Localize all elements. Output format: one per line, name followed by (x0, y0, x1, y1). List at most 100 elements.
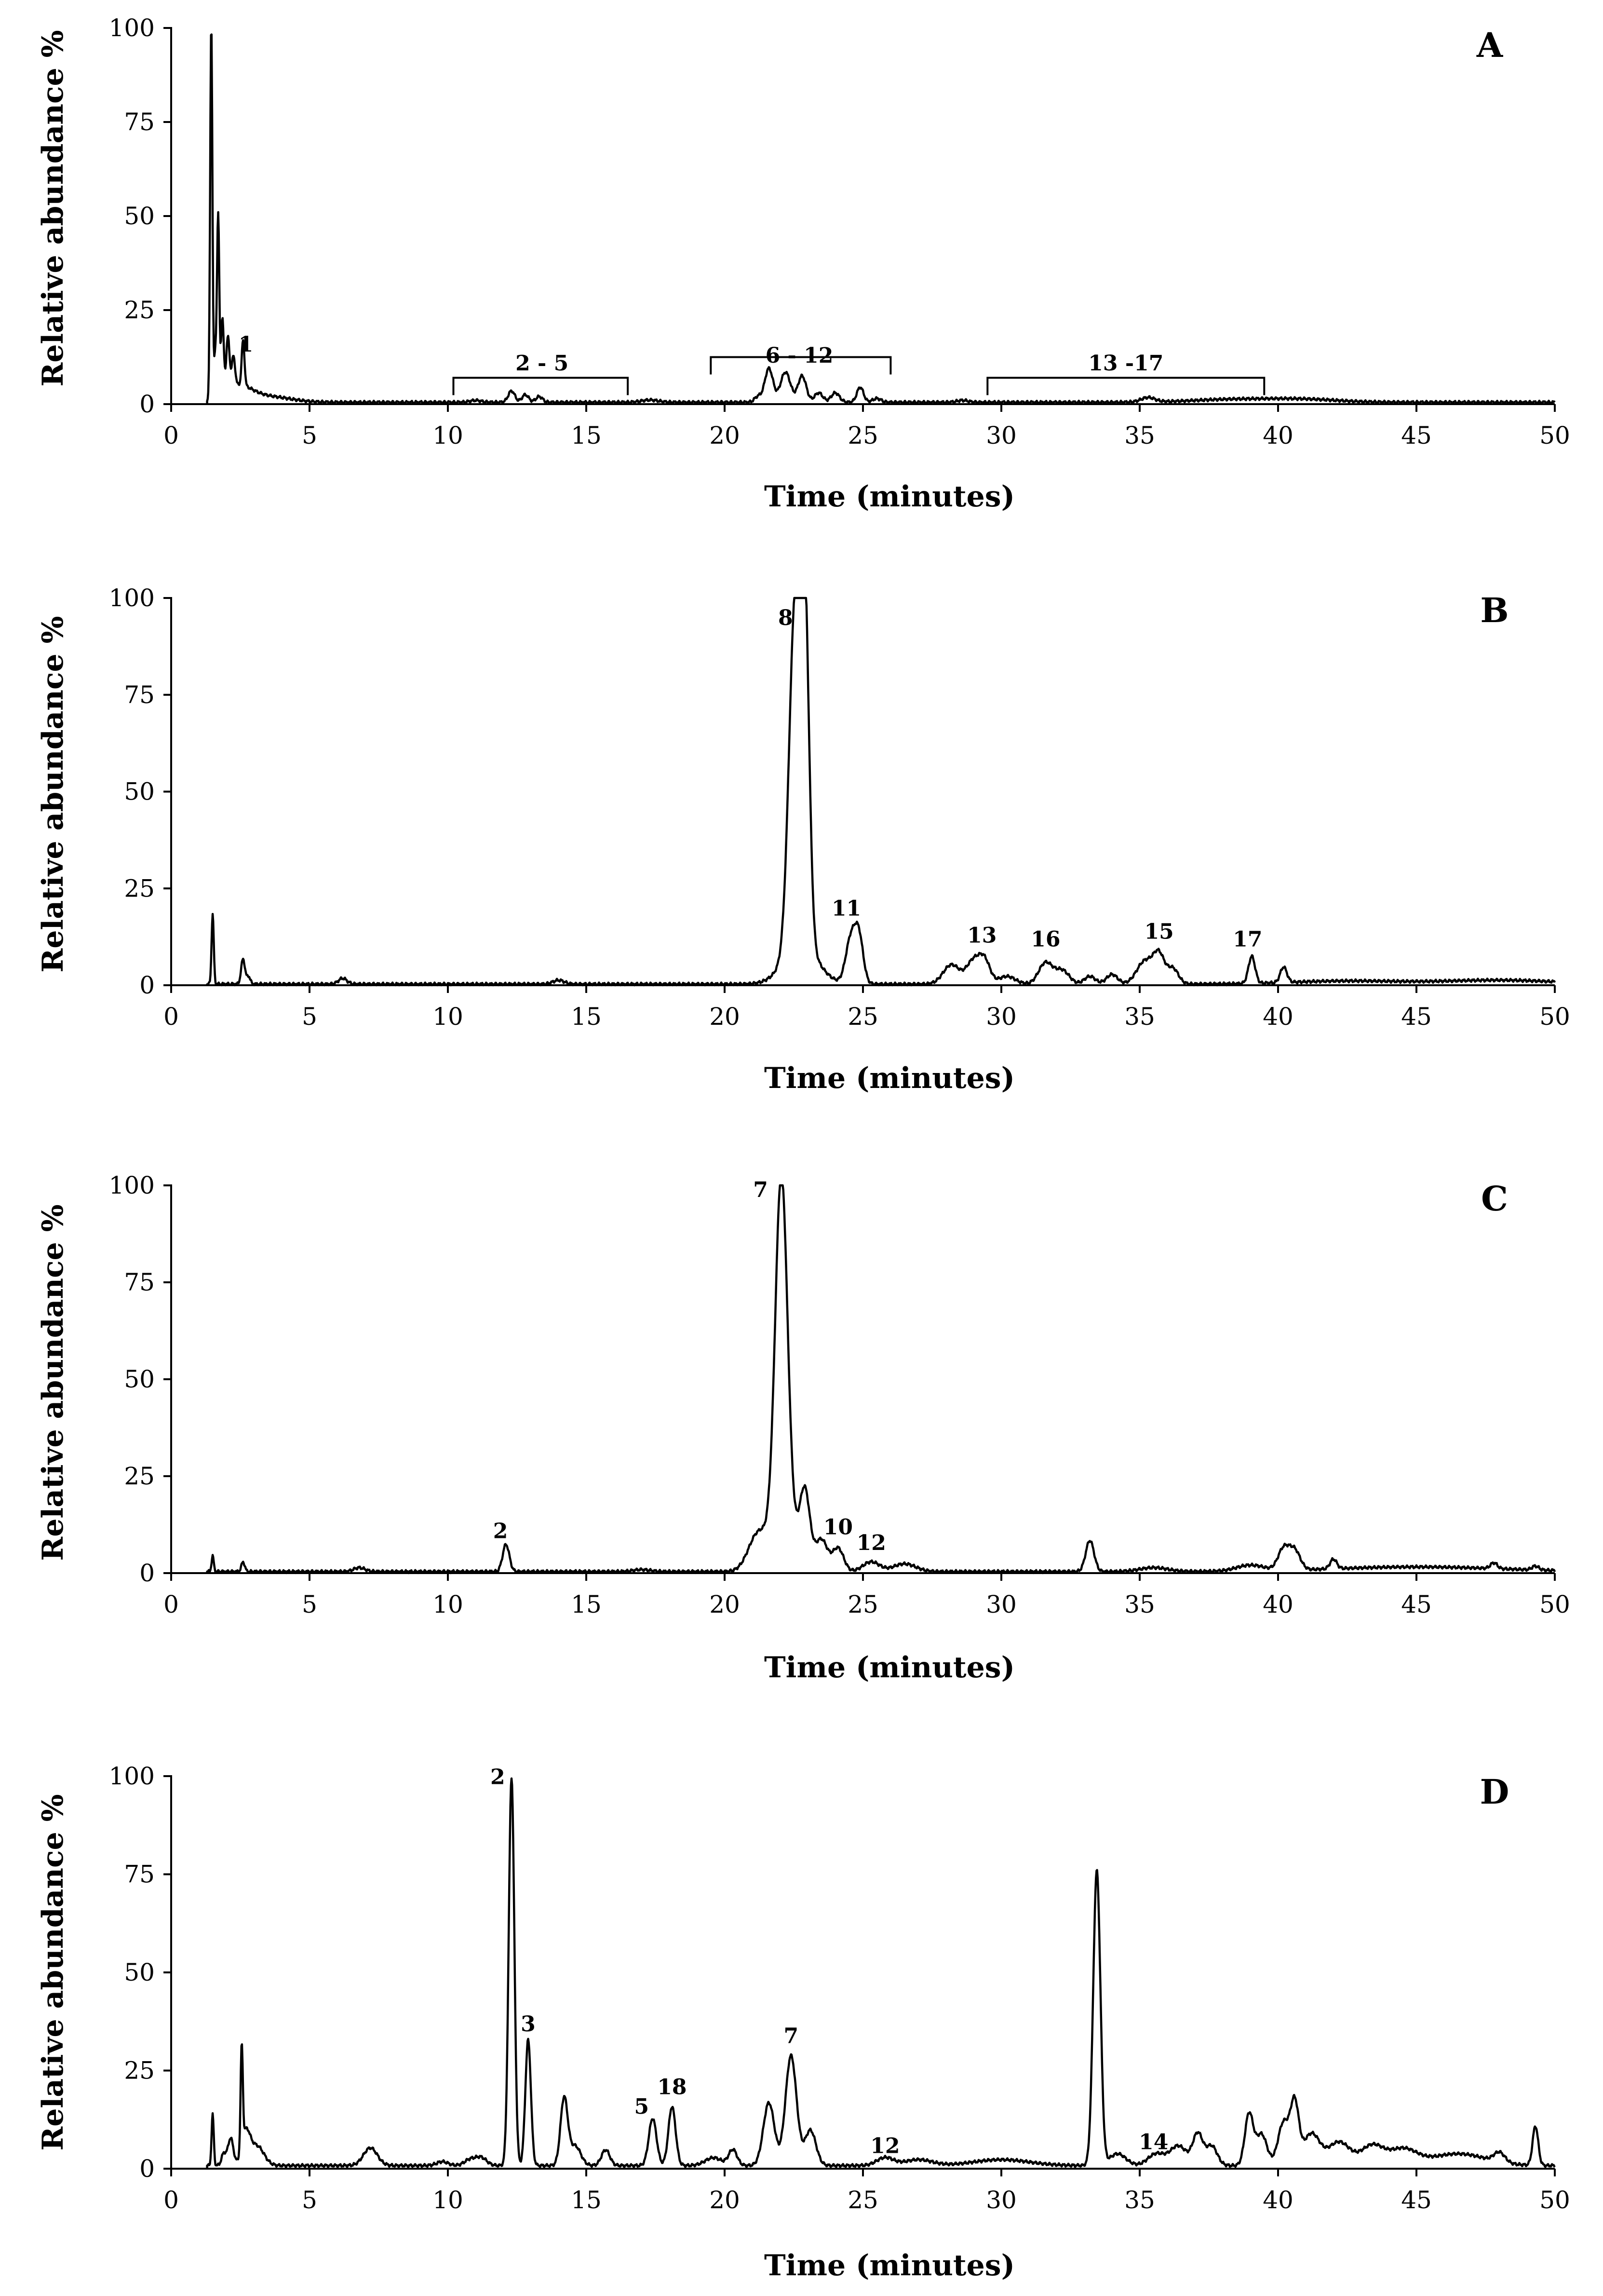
range-bracket (452, 377, 629, 395)
x-tick-label: 10 (432, 2186, 463, 2214)
x-tick-label: 40 (1263, 421, 1293, 449)
x-tick-label: 25 (848, 2186, 878, 2214)
x-tick-label: 35 (1124, 1590, 1155, 1618)
x-tick-label: 5 (302, 1590, 317, 1618)
x-tick-label: 40 (1263, 1003, 1293, 1031)
x-axis-label-a: Time (minutes) (764, 480, 1015, 514)
y-tick-label: 50 (124, 778, 155, 806)
annotations-d: 2 3 5 18 7 12 14 (490, 1765, 1168, 2158)
x-tick-label: 30 (986, 2186, 1017, 2214)
y-tick-label: 50 (124, 1365, 155, 1393)
y-axis-label-c: Relative abundance % (36, 1204, 70, 1561)
x-axis-label-c: Time (minutes) (764, 1651, 1015, 1685)
y-tick-label: 75 (124, 681, 155, 709)
y-tick-label: 25 (124, 296, 155, 324)
x-tick-label: 35 (1124, 421, 1155, 449)
chromatogram-trace-b (206, 597, 1556, 987)
x-tick-label: 25 (848, 1590, 878, 1618)
y-tick-label: 100 (109, 1171, 155, 1199)
peak-label: 2 (490, 1765, 505, 1789)
peak-label: 17 (1233, 927, 1262, 952)
chromatogram-trace-a (206, 33, 1556, 405)
y-tick-label: 25 (124, 2057, 155, 2085)
x-tick-label: 0 (163, 1590, 179, 1618)
x-tick-label: 50 (1539, 421, 1570, 449)
x-tick-label: 15 (571, 421, 602, 449)
y-tick-label: 50 (124, 202, 155, 230)
x-tick-label: 30 (986, 1590, 1017, 1618)
y-tick-label: 25 (124, 874, 155, 902)
panel-d: D Relative abundance % Time (minutes) 0 5… (36, 1762, 1570, 2282)
x-tick-label: 45 (1401, 1003, 1432, 1031)
y-tick-label: 0 (139, 1559, 155, 1587)
panel-label-d: D (1480, 1772, 1509, 1812)
peak-label: 14 (1139, 2130, 1168, 2154)
x-tick-label: 0 (163, 2186, 179, 2214)
x-tick-label: 5 (302, 1003, 317, 1031)
brackets-a (452, 356, 1266, 395)
peak-label: 11 (832, 896, 861, 921)
axes-b (170, 597, 1555, 986)
x-tick-label: 40 (1263, 2186, 1293, 2214)
x-tick-label: 25 (848, 421, 878, 449)
peak-label: 3 (521, 2012, 536, 2037)
x-tick-label: 0 (163, 1003, 179, 1031)
panel-label-c: C (1481, 1179, 1508, 1219)
x-tick-label: 45 (1401, 2186, 1432, 2214)
y-tick-label: 0 (139, 971, 155, 999)
y-tick-label: 25 (124, 1462, 155, 1490)
peak-label: 12 (870, 2133, 900, 2158)
range-bracket (710, 356, 892, 375)
x-tick-label: 10 (432, 1590, 463, 1618)
x-tick-label: 5 (302, 421, 317, 449)
peak-label: 2 - 5 (515, 351, 568, 376)
x-tick-label: 50 (1539, 2186, 1570, 2214)
x-tick-label: 20 (709, 2186, 740, 2214)
peak-label: 8 (778, 606, 793, 630)
x-tick-label: 10 (432, 1003, 463, 1031)
annotations-a: 1 2 - 5 6 - 12 13 -17 (239, 332, 1164, 376)
axes-a (170, 27, 1555, 405)
panel-b: B Relative abundance % Time (minutes) 0 5… (36, 584, 1570, 1095)
peak-label: 13 (967, 924, 997, 948)
y-tick-label: 100 (109, 14, 155, 42)
x-tick-label: 35 (1124, 2186, 1155, 2214)
y-tick-label: 100 (109, 584, 155, 612)
ticks-b: 0 5 10 15 20 25 30 35 40 45 50 0 25 50 75 100 (109, 584, 1570, 1031)
peak-label: 16 (1031, 927, 1060, 952)
x-tick-label: 20 (709, 421, 740, 449)
peak-label: 5 (634, 2094, 649, 2119)
x-tick-label: 35 (1124, 1003, 1155, 1031)
chromatogram-trace-d (206, 1777, 1556, 2169)
y-tick-label: 50 (124, 1958, 155, 1986)
annotations-b: 8 11 13 16 15 17 (778, 606, 1263, 951)
chromatogram-trace-c (206, 1184, 1556, 1575)
x-axis-label-b: Time (minutes) (764, 1061, 1015, 1095)
panel-label-a: A (1476, 25, 1504, 65)
panel-c: C Relative abundance % Time (minutes) 0 5… (36, 1171, 1570, 1685)
peak-label: 13 -17 (1088, 351, 1163, 376)
axes-c (170, 1184, 1555, 1574)
x-tick-label: 15 (571, 2186, 602, 2214)
axes-d (170, 1775, 1555, 2170)
peak-label: 10 (823, 1515, 853, 1540)
y-tick-label: 0 (139, 2155, 155, 2183)
peak-label: 6 - 12 (766, 343, 834, 368)
x-tick-label: 50 (1539, 1590, 1570, 1618)
x-tick-label: 50 (1539, 1003, 1570, 1031)
x-tick-label: 15 (571, 1590, 602, 1618)
panel-a: A Relative abundance % Time (minutes) 0 5… (36, 14, 1570, 514)
y-tick-label: 75 (124, 108, 155, 136)
peak-label: 7 (783, 2024, 798, 2049)
peak-label: 2 (493, 1519, 508, 1544)
x-tick-label: 30 (986, 421, 1017, 449)
y-axis-label-a: Relative abundance % (36, 30, 70, 386)
x-tick-label: 20 (709, 1003, 740, 1031)
panel-label-b: B (1480, 590, 1509, 630)
ticks-c: 0 5 10 15 20 25 30 35 40 45 50 0 25 50 75 100 (109, 1171, 1570, 1618)
x-axis-label-d: Time (minutes) (764, 2249, 1015, 2282)
x-tick-label: 0 (163, 421, 179, 449)
